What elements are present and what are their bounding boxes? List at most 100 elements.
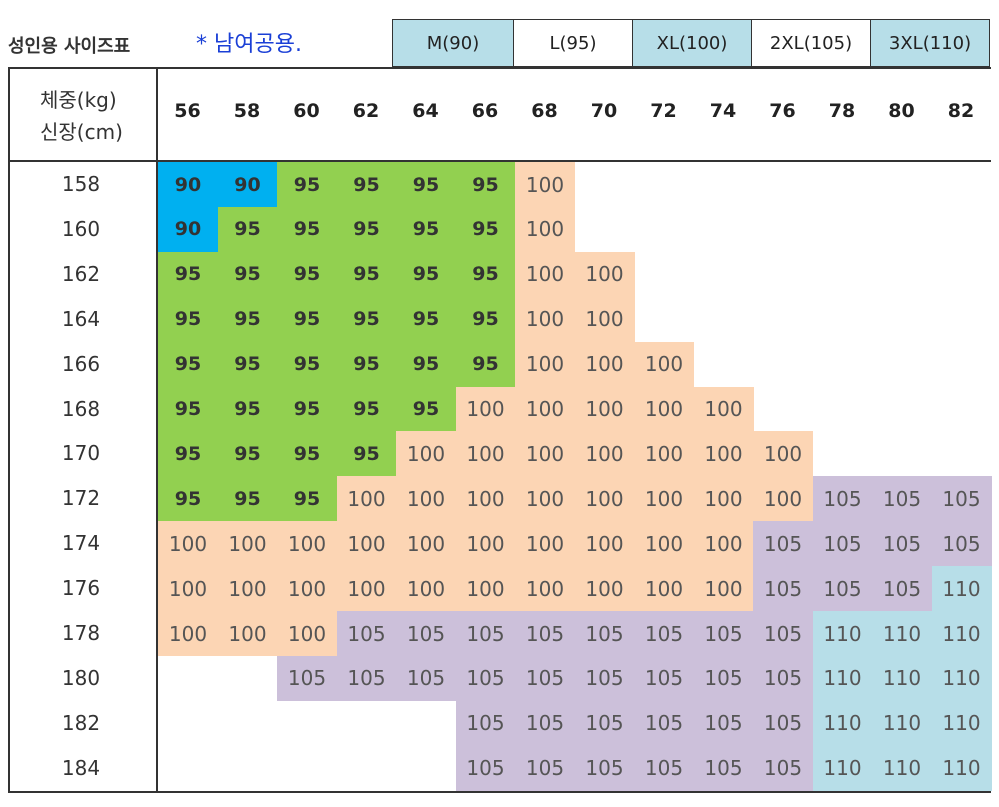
size-cell: 95 bbox=[455, 206, 516, 252]
size-cell: 95 bbox=[217, 386, 278, 432]
weight-68: 68 bbox=[531, 100, 558, 122]
height-170: 170 bbox=[61, 441, 101, 466]
size-cell: 110 bbox=[931, 655, 992, 701]
size-cell: 105 bbox=[634, 655, 694, 701]
size-cell: 95 bbox=[455, 162, 516, 207]
size-label-4: 3XL(110) bbox=[870, 19, 990, 67]
size-cell: 105 bbox=[634, 745, 694, 791]
size-cell: 100 bbox=[574, 431, 635, 477]
size-cell: 110 bbox=[931, 700, 992, 746]
size-cell: 105 bbox=[574, 745, 635, 791]
size-cell: 95 bbox=[158, 251, 218, 297]
size-cell: 100 bbox=[574, 521, 635, 567]
height-174: 174 bbox=[61, 531, 101, 556]
size-cell: 95 bbox=[396, 162, 456, 207]
size-cell: 100 bbox=[574, 566, 635, 612]
size-cell: 100 bbox=[515, 566, 575, 612]
height-158: 158 bbox=[61, 172, 101, 196]
weight-64: 64 bbox=[412, 100, 439, 122]
height-168: 168 bbox=[61, 396, 101, 421]
size-cell: 100 bbox=[753, 476, 813, 522]
size-cell: 100 bbox=[158, 521, 218, 567]
size-cell: 105 bbox=[515, 745, 575, 791]
size-cell: 95 bbox=[336, 386, 397, 432]
size-cell: 95 bbox=[336, 162, 397, 207]
size-cell: 95 bbox=[396, 341, 456, 387]
size-cell: 105 bbox=[336, 611, 397, 656]
size-cell: 95 bbox=[336, 296, 397, 342]
size-label-2: XL(100) bbox=[632, 19, 752, 67]
size-cell: 100 bbox=[396, 521, 456, 567]
bottom-border bbox=[8, 791, 991, 793]
size-cell: 100 bbox=[574, 341, 635, 387]
size-cell: 105 bbox=[396, 611, 456, 656]
size-cell: 100 bbox=[217, 611, 278, 656]
weight-58: 58 bbox=[233, 100, 261, 122]
top-border bbox=[8, 67, 991, 69]
size-cell: 95 bbox=[277, 296, 337, 342]
size-cell: 105 bbox=[753, 745, 813, 791]
size-cell: 95 bbox=[158, 431, 218, 477]
height-182: 182 bbox=[61, 710, 101, 735]
size-cell: 100 bbox=[455, 386, 516, 432]
height-172: 172 bbox=[61, 486, 101, 511]
size-cell: 105 bbox=[812, 476, 873, 522]
size-cell: 90 bbox=[217, 162, 278, 207]
size-cell: 90 bbox=[158, 206, 218, 252]
size-cell: 90 bbox=[158, 162, 218, 207]
size-cell: 100 bbox=[693, 386, 754, 432]
size-cell: 95 bbox=[217, 341, 278, 387]
size-label-0: M(90) bbox=[392, 19, 514, 67]
size-cell: 100 bbox=[455, 521, 516, 567]
size-cell: 110 bbox=[872, 700, 932, 746]
size-cell: 100 bbox=[277, 566, 337, 612]
size-cell: 110 bbox=[931, 611, 992, 656]
weight-72: 72 bbox=[650, 100, 677, 122]
size-cell: 105 bbox=[574, 611, 635, 656]
size-cell: 100 bbox=[634, 431, 694, 477]
size-cell: 95 bbox=[336, 431, 397, 477]
size-cell: 100 bbox=[574, 296, 635, 342]
size-cell: 95 bbox=[217, 296, 278, 342]
size-cell: 95 bbox=[277, 251, 337, 297]
height-178: 178 bbox=[61, 621, 101, 645]
size-label-3: 2XL(105) bbox=[751, 19, 871, 67]
weight-70: 70 bbox=[590, 100, 618, 122]
size-cell: 100 bbox=[515, 296, 575, 342]
size-cell: 105 bbox=[753, 700, 813, 746]
size-cell: 100 bbox=[455, 566, 516, 612]
size-cell: 100 bbox=[634, 566, 694, 612]
size-cell: 100 bbox=[336, 566, 397, 612]
size-cell: 100 bbox=[455, 476, 516, 522]
size-cell: 100 bbox=[693, 476, 754, 522]
size-cell: 95 bbox=[158, 476, 218, 522]
size-cell: 100 bbox=[515, 521, 575, 567]
height-176: 176 bbox=[61, 576, 101, 601]
size-cell: 105 bbox=[455, 655, 516, 701]
weight-60: 60 bbox=[293, 100, 320, 122]
size-cell: 100 bbox=[515, 206, 575, 252]
height-160: 160 bbox=[61, 216, 101, 241]
size-cell: 95 bbox=[396, 296, 456, 342]
height-166: 166 bbox=[61, 351, 101, 376]
size-cell: 100 bbox=[396, 476, 456, 522]
weight-header: 체중(kg) bbox=[40, 88, 117, 112]
weight-82: 82 bbox=[947, 100, 975, 122]
size-cell: 100 bbox=[634, 386, 694, 432]
size-cell: 100 bbox=[753, 431, 813, 477]
size-cell: 105 bbox=[693, 611, 754, 656]
size-cell: 100 bbox=[277, 611, 337, 656]
size-cell: 105 bbox=[634, 700, 694, 746]
size-cell: 95 bbox=[396, 206, 456, 252]
size-cell: 105 bbox=[634, 611, 694, 656]
size-label-1: L(95) bbox=[513, 19, 633, 67]
weight-80: 80 bbox=[888, 100, 915, 122]
size-cell: 100 bbox=[515, 162, 575, 207]
size-cell: 95 bbox=[336, 341, 397, 387]
size-cell: 110 bbox=[872, 611, 932, 656]
size-cell: 100 bbox=[515, 476, 575, 522]
size-cell: 95 bbox=[217, 206, 278, 252]
size-cell: 110 bbox=[812, 700, 873, 746]
size-cell: 105 bbox=[455, 611, 516, 656]
size-cell: 95 bbox=[277, 386, 337, 432]
